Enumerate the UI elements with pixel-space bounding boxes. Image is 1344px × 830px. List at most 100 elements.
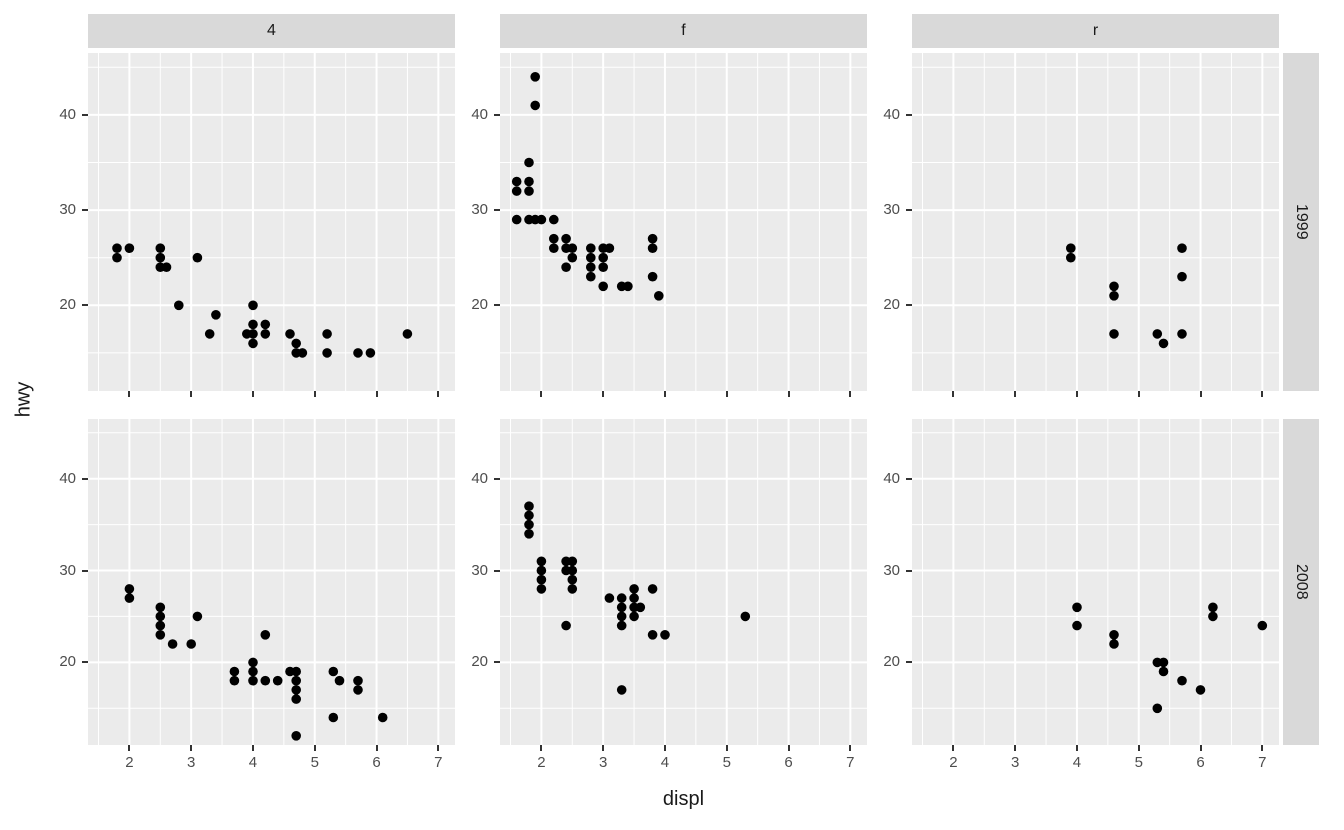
y-tick-mark — [906, 569, 912, 572]
data-point — [365, 348, 376, 358]
x-tick-mark — [375, 391, 378, 397]
x-tick-label: 7 — [846, 754, 855, 771]
data-point — [561, 233, 571, 244]
x-tick-label: 7 — [1258, 754, 1267, 771]
data-point — [1158, 338, 1169, 349]
y-tick-label: 30 — [883, 561, 900, 579]
data-point — [598, 252, 608, 263]
y-tick-label: 40 — [471, 469, 488, 487]
data-point — [112, 252, 122, 263]
y-tick-label: 20 — [471, 653, 488, 671]
facet-strip-drv-f: f — [500, 14, 867, 48]
y-tick-mark — [82, 113, 88, 116]
data-point — [297, 348, 308, 358]
x-tick-mark — [1014, 391, 1017, 397]
data-point — [248, 666, 258, 677]
x-tick-mark — [540, 391, 543, 397]
x-tick-mark — [1014, 745, 1017, 751]
y-tick-label: 30 — [59, 201, 76, 219]
data-point — [567, 565, 578, 576]
facet-strip-label: r — [1092, 22, 1099, 39]
data-point — [1072, 620, 1082, 631]
data-point — [353, 348, 363, 358]
panel-canvas — [500, 419, 867, 745]
data-point — [155, 620, 166, 631]
data-point — [567, 252, 578, 263]
data-point — [567, 574, 578, 585]
data-point — [291, 338, 301, 349]
panel-canvas — [500, 53, 867, 391]
data-point — [511, 176, 522, 187]
data-point — [155, 252, 166, 263]
y-tick-mark — [494, 477, 500, 480]
data-point — [623, 281, 633, 292]
data-point — [272, 675, 283, 686]
facet-strip-year-2008: 2008 — [1283, 419, 1319, 745]
y-tick-mark — [82, 304, 88, 307]
data-point — [291, 675, 301, 686]
data-point — [229, 666, 240, 677]
facet-strip-drv-4: 4 — [88, 14, 455, 48]
data-point — [1072, 602, 1082, 613]
data-point — [1257, 620, 1268, 631]
x-tick-mark — [602, 391, 605, 397]
data-point — [1208, 602, 1218, 613]
panel-4-1999 — [88, 53, 455, 391]
y-tick-mark — [494, 304, 500, 307]
data-point — [1109, 291, 1119, 301]
data-point — [155, 630, 166, 640]
x-tick-mark — [952, 745, 955, 751]
y-tick-label: 40 — [471, 105, 488, 123]
x-tick-mark — [128, 745, 131, 751]
data-point — [561, 262, 571, 272]
panel-f-2008 — [500, 419, 867, 745]
data-point — [530, 72, 540, 82]
y-tick-mark — [494, 209, 500, 212]
data-point — [536, 584, 547, 594]
data-point — [248, 319, 258, 330]
x-tick-mark — [251, 745, 254, 751]
data-point — [616, 620, 627, 631]
panel-f-1999 — [500, 53, 867, 391]
facet-strip-label: 4 — [267, 22, 276, 39]
data-point — [155, 602, 166, 613]
y-tick-mark — [906, 477, 912, 480]
data-point — [616, 602, 627, 613]
data-point — [174, 300, 184, 311]
data-point — [549, 243, 559, 253]
data-point — [524, 157, 534, 168]
data-point — [1158, 657, 1169, 668]
data-point — [598, 262, 608, 272]
x-tick-mark — [1261, 745, 1264, 751]
x-tick-mark — [540, 745, 543, 751]
data-point — [167, 639, 178, 649]
x-tick-mark — [787, 391, 790, 397]
facet-strip-drv-r: r — [912, 14, 1279, 48]
x-tick-mark — [1199, 745, 1202, 751]
data-point — [285, 329, 295, 339]
panel-r-2008 — [912, 419, 1279, 745]
data-point — [1177, 329, 1187, 339]
x-tick-mark — [1261, 391, 1264, 397]
x-tick-label: 4 — [660, 754, 670, 771]
y-axis-title: hwy — [12, 381, 35, 418]
data-point — [586, 262, 596, 272]
data-point — [260, 319, 271, 330]
data-point — [536, 214, 547, 225]
y-tick-label: 20 — [59, 296, 76, 314]
x-tick-mark — [1199, 391, 1202, 397]
y-tick-label: 20 — [883, 296, 900, 314]
data-point — [260, 675, 271, 686]
x-tick-label: 3 — [1011, 754, 1020, 771]
data-point — [353, 675, 363, 686]
data-point — [567, 584, 578, 594]
panel-r-1999 — [912, 53, 1279, 391]
data-point — [647, 630, 658, 640]
x-tick-label: 2 — [949, 754, 958, 771]
data-point — [291, 731, 301, 741]
y-tick-mark — [494, 113, 500, 116]
data-point — [112, 243, 122, 253]
data-point — [1158, 666, 1169, 677]
data-point — [248, 338, 258, 349]
panel-canvas — [912, 53, 1279, 391]
